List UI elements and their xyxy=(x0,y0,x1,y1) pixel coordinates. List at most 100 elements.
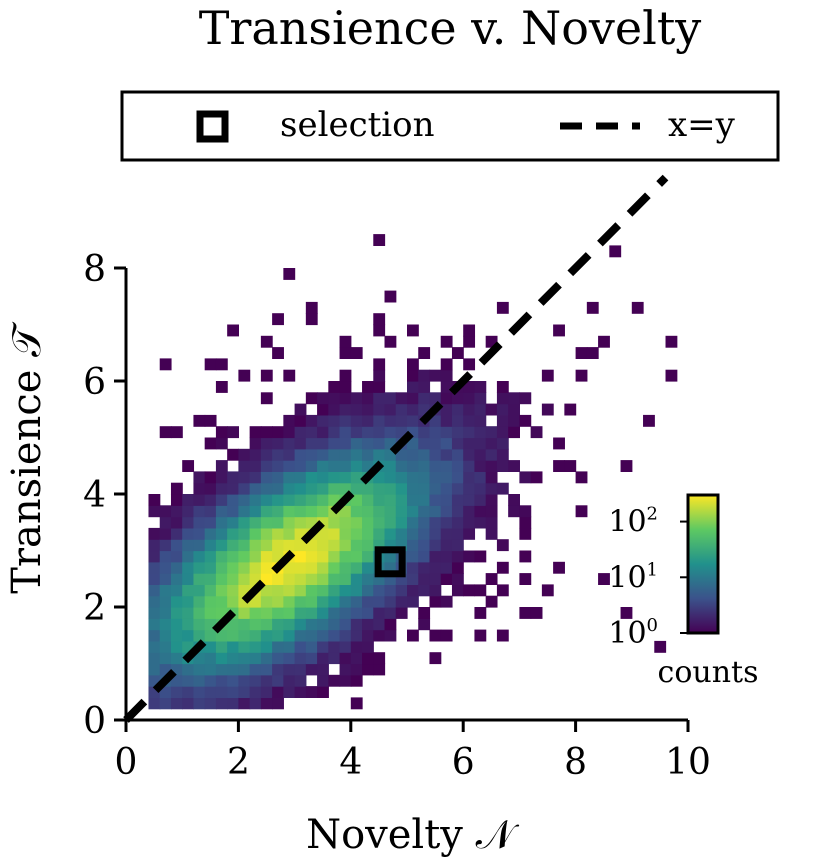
heatmap-bin xyxy=(294,426,307,439)
heatmap-bin xyxy=(496,437,509,450)
heatmap-bin xyxy=(238,697,251,710)
heatmap-bin xyxy=(182,640,195,653)
heatmap-bin xyxy=(260,335,273,348)
heatmap-bin xyxy=(260,697,273,710)
heatmap-bin xyxy=(283,516,296,529)
heatmap-bin xyxy=(317,482,329,495)
heatmap-bin xyxy=(170,516,183,529)
heatmap-bin xyxy=(204,663,217,676)
heatmap-bin xyxy=(260,505,273,518)
heatmap-bin xyxy=(373,584,386,597)
heatmap-bin xyxy=(519,414,532,427)
heatmap-bin xyxy=(193,697,206,710)
heatmap-bin xyxy=(272,607,284,619)
heatmap-bin xyxy=(204,584,217,597)
heatmap-bin xyxy=(362,392,374,405)
heatmap-bin xyxy=(508,505,520,518)
heatmap-bin xyxy=(182,595,195,608)
heatmap-bin xyxy=(384,414,397,427)
heatmap-bin xyxy=(215,471,228,484)
heatmap-bin xyxy=(474,381,487,393)
heatmap-bin xyxy=(182,527,195,540)
heatmap-bin xyxy=(362,595,374,608)
heatmap-bin xyxy=(159,584,172,597)
heatmap-bin xyxy=(451,347,464,359)
heatmap-bin xyxy=(294,414,307,427)
heatmap-bin xyxy=(215,697,228,710)
y-tick-label: 8 xyxy=(83,249,106,290)
heatmap-bin xyxy=(474,448,487,461)
colorbar-label: counts xyxy=(658,655,759,690)
heatmap-bin xyxy=(339,392,352,405)
heatmap-bin xyxy=(283,640,296,653)
heatmap-bin xyxy=(227,550,239,563)
heatmap-bin xyxy=(193,618,206,631)
heatmap-bin xyxy=(328,527,341,540)
heatmap-bin xyxy=(215,652,228,665)
heatmap-bin xyxy=(339,460,352,472)
heatmap-bin xyxy=(598,335,610,348)
heatmap-bin xyxy=(350,494,363,506)
heatmap-bin xyxy=(215,516,228,529)
legend: selection x=y xyxy=(120,90,780,162)
heatmap-bin xyxy=(496,539,509,552)
heatmap-bin xyxy=(373,324,386,337)
heatmap-bin xyxy=(440,573,453,585)
heatmap-bin xyxy=(260,573,273,585)
heatmap-bin xyxy=(418,347,431,359)
heatmap-bin xyxy=(508,414,520,427)
heatmap-bin xyxy=(463,426,476,439)
heatmap-bin xyxy=(373,573,386,585)
heatmap-bin xyxy=(148,640,161,653)
heatmap-bin xyxy=(283,369,296,382)
heatmap-bin xyxy=(429,448,442,461)
heatmap-bin xyxy=(485,426,498,439)
heatmap-bin xyxy=(362,414,374,427)
heatmap-bin xyxy=(362,437,374,450)
heatmap-bin xyxy=(418,494,431,506)
heatmap-bin xyxy=(350,573,363,585)
heatmap-bin xyxy=(159,561,172,574)
heatmap-bin xyxy=(418,403,431,416)
heatmap-bin xyxy=(418,584,431,597)
heatmap-bin xyxy=(283,482,296,495)
heatmap-bin xyxy=(564,403,577,416)
heatmap-bin xyxy=(440,527,453,540)
heatmap-bin xyxy=(451,539,464,552)
heatmap-bin xyxy=(238,618,251,631)
heatmap-bin xyxy=(182,516,195,529)
heatmap-bin xyxy=(204,505,217,518)
heatmap-bin xyxy=(249,437,262,450)
heatmap-bin xyxy=(474,516,487,529)
heatmap-bin xyxy=(283,460,296,472)
heatmap-bin xyxy=(350,482,363,495)
heatmap-bin xyxy=(418,392,431,405)
heatmap-bin xyxy=(317,573,329,585)
heatmap-bin xyxy=(519,550,532,563)
heatmap-bin xyxy=(440,358,453,371)
heatmap-bin xyxy=(553,460,565,472)
heatmap-bin xyxy=(170,663,183,676)
heatmap-bin xyxy=(170,629,183,642)
heatmap-bin xyxy=(204,437,217,450)
heatmap-bin xyxy=(227,324,239,337)
heatmap-bin xyxy=(215,381,228,393)
heatmap-bin xyxy=(238,539,251,552)
heatmap-bin xyxy=(620,460,633,472)
heatmap-bin xyxy=(362,584,374,597)
heatmap-bin xyxy=(474,403,487,416)
heatmap-bin xyxy=(384,290,397,303)
heatmap-bin xyxy=(283,527,296,540)
heatmap-bin xyxy=(215,663,228,676)
heatmap-bin xyxy=(148,607,161,619)
heatmap-bin xyxy=(575,347,588,359)
heatmap-bin xyxy=(238,471,251,484)
chart-title: Transience v. Novelty xyxy=(199,1,702,55)
heatmap-bin xyxy=(339,516,352,529)
heatmap-bin xyxy=(362,494,374,506)
heatmap-bin xyxy=(227,471,239,484)
heatmap-bin xyxy=(193,414,206,427)
heatmap-bin xyxy=(440,381,453,393)
heatmap-bin xyxy=(148,539,161,552)
heatmap-bin xyxy=(451,426,464,439)
